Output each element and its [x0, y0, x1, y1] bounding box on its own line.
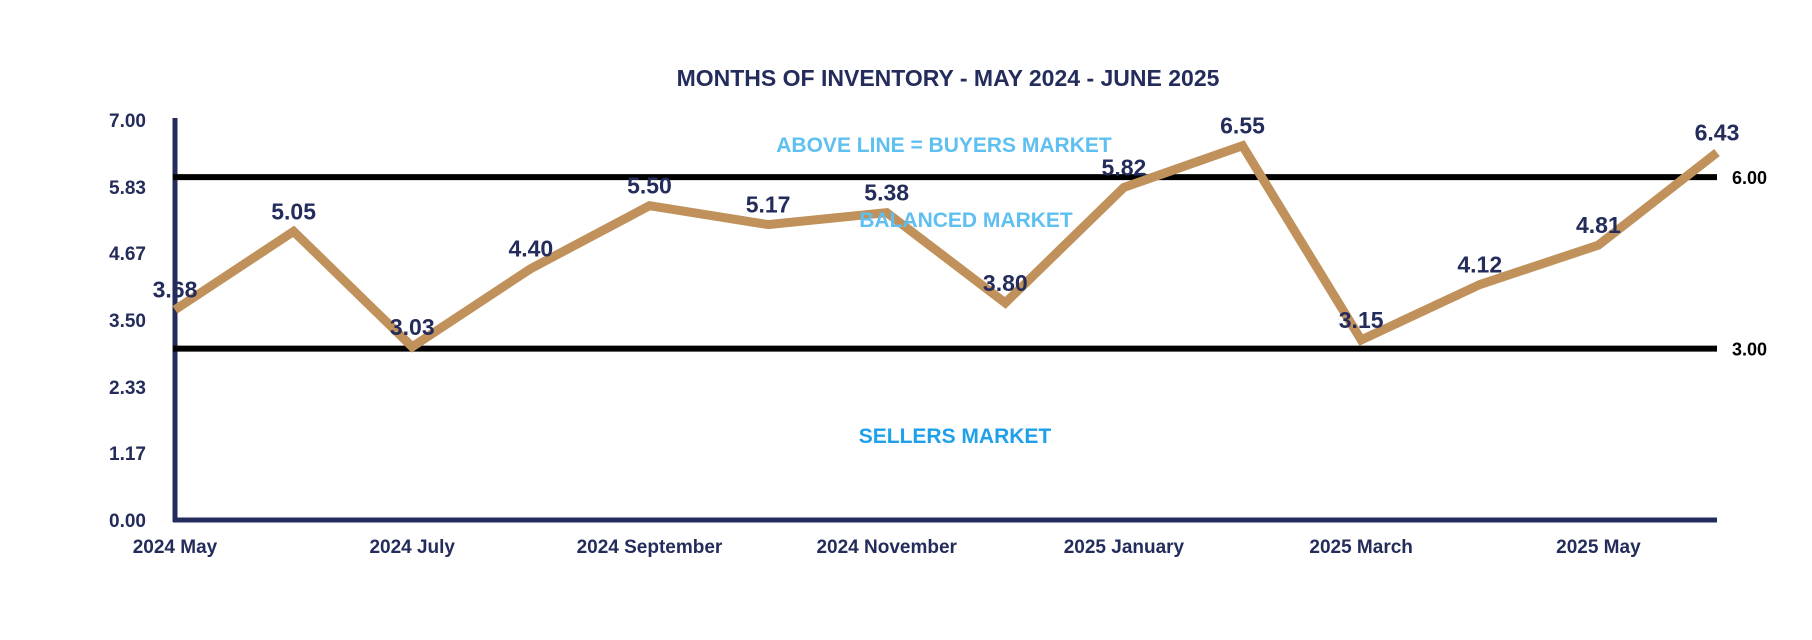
reference-line-label: 6.00 — [1732, 168, 1767, 188]
x-tick-label: 2024 November — [816, 537, 957, 558]
data-label: 5.17 — [746, 192, 791, 218]
x-axis-ticks: 2024 May 2024 July 2024 September 2024 Nove… — [133, 537, 1641, 558]
data-label: 5.50 — [627, 173, 672, 199]
data-label: 3.80 — [983, 270, 1028, 296]
data-label: 4.12 — [1457, 252, 1502, 278]
data-label: 3.68 — [153, 277, 198, 303]
y-tick-label: 0.00 — [109, 511, 146, 532]
y-tick-label: 1.17 — [109, 444, 146, 465]
chart-title: MONTHS OF INVENTORY - MAY 2024 - JUNE 20… — [677, 65, 1220, 91]
x-tick-label: 2024 May — [133, 537, 218, 558]
buyers-market-annotation: ABOVE LINE = BUYERS MARKET — [776, 134, 1112, 157]
data-label: 5.38 — [864, 180, 909, 206]
series-line — [172, 140, 1720, 353]
data-label: 3.15 — [1339, 307, 1384, 333]
x-tick-label: 2024 September — [577, 537, 723, 558]
y-tick-label: 2.33 — [109, 378, 146, 399]
x-tick-label: 2025 March — [1309, 537, 1413, 558]
reference-line-label: 3.00 — [1732, 340, 1767, 360]
data-label: 3.03 — [390, 314, 435, 340]
reference-lines: 6.00 3.00 — [173, 168, 1767, 360]
x-tick-label: 2024 July — [369, 537, 455, 558]
data-label: 4.40 — [508, 236, 553, 262]
data-label: 5.05 — [271, 198, 316, 224]
data-label: 5.82 — [1102, 154, 1147, 180]
sellers-market-annotation: SELLERS MARKET — [859, 425, 1052, 448]
y-axis-ticks: 0.00 1.17 2.33 3.50 4.67 5.83 7.00 — [109, 111, 146, 532]
data-label: 6.55 — [1220, 113, 1265, 139]
x-tick-label: 2025 May — [1556, 537, 1641, 558]
y-tick-label: 4.67 — [109, 244, 146, 265]
x-tick-label: 2025 January — [1064, 537, 1185, 558]
y-tick-label: 7.00 — [109, 111, 146, 132]
data-label: 4.81 — [1576, 212, 1621, 238]
y-tick-label: 3.50 — [109, 311, 146, 332]
y-tick-label: 5.83 — [109, 178, 146, 199]
data-label: 6.43 — [1695, 120, 1740, 146]
data-labels: 3.68 5.05 3.03 4.40 5.50 5.17 5.38 3.80 5.82 6.55… — [153, 113, 1740, 340]
balanced-market-annotation: BALANCED MARKET — [859, 209, 1073, 232]
